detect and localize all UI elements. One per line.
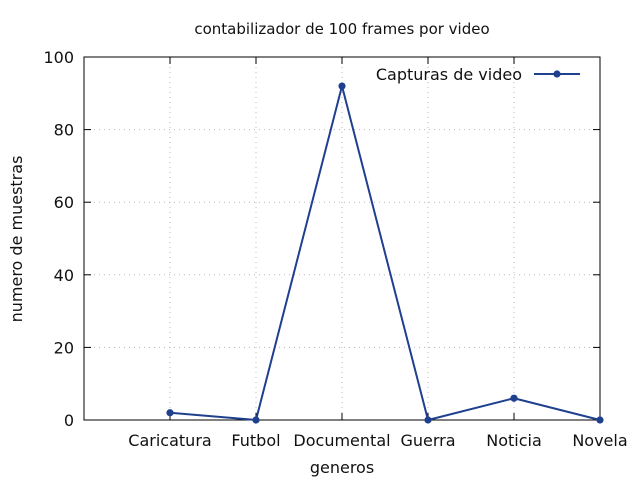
legend-marker [553, 70, 561, 78]
axis-ticks: 0 20 40 60 80 100 Caricatura Futbol Documental Gu… [43, 48, 627, 450]
chart-title: contabilizador de 100 frames por video [194, 20, 489, 38]
y-tick-label: 20 [54, 338, 74, 357]
x-tick-label: Documental [293, 431, 390, 450]
x-tick-label: Caricatura [128, 431, 211, 450]
y-tick-label: 60 [54, 193, 74, 212]
x-axis-label: generos [310, 458, 374, 477]
series-layer [166, 82, 604, 424]
x-tick-label: Noticia [486, 431, 542, 450]
data-point [596, 416, 604, 424]
data-point [166, 409, 174, 417]
series-line [169, 85, 601, 421]
y-tick-label: 100 [43, 48, 74, 67]
x-tick-label: Futbol [231, 431, 280, 450]
data-point [338, 82, 346, 90]
data-point [424, 416, 432, 424]
y-tick-label: 0 [64, 411, 74, 430]
data-point [252, 416, 260, 424]
data-point [510, 394, 518, 402]
legend: Capturas de video [376, 65, 580, 84]
y-tick-label: 80 [54, 121, 74, 140]
legend-label: Capturas de video [376, 65, 522, 84]
y-tick-label: 40 [54, 266, 74, 285]
y-axis-label: numero de muestras [7, 156, 26, 323]
grid [84, 57, 600, 420]
x-tick-label: Guerra [400, 431, 455, 450]
plot-area-border [83, 56, 601, 421]
x-tick-label: Novela [572, 431, 627, 450]
